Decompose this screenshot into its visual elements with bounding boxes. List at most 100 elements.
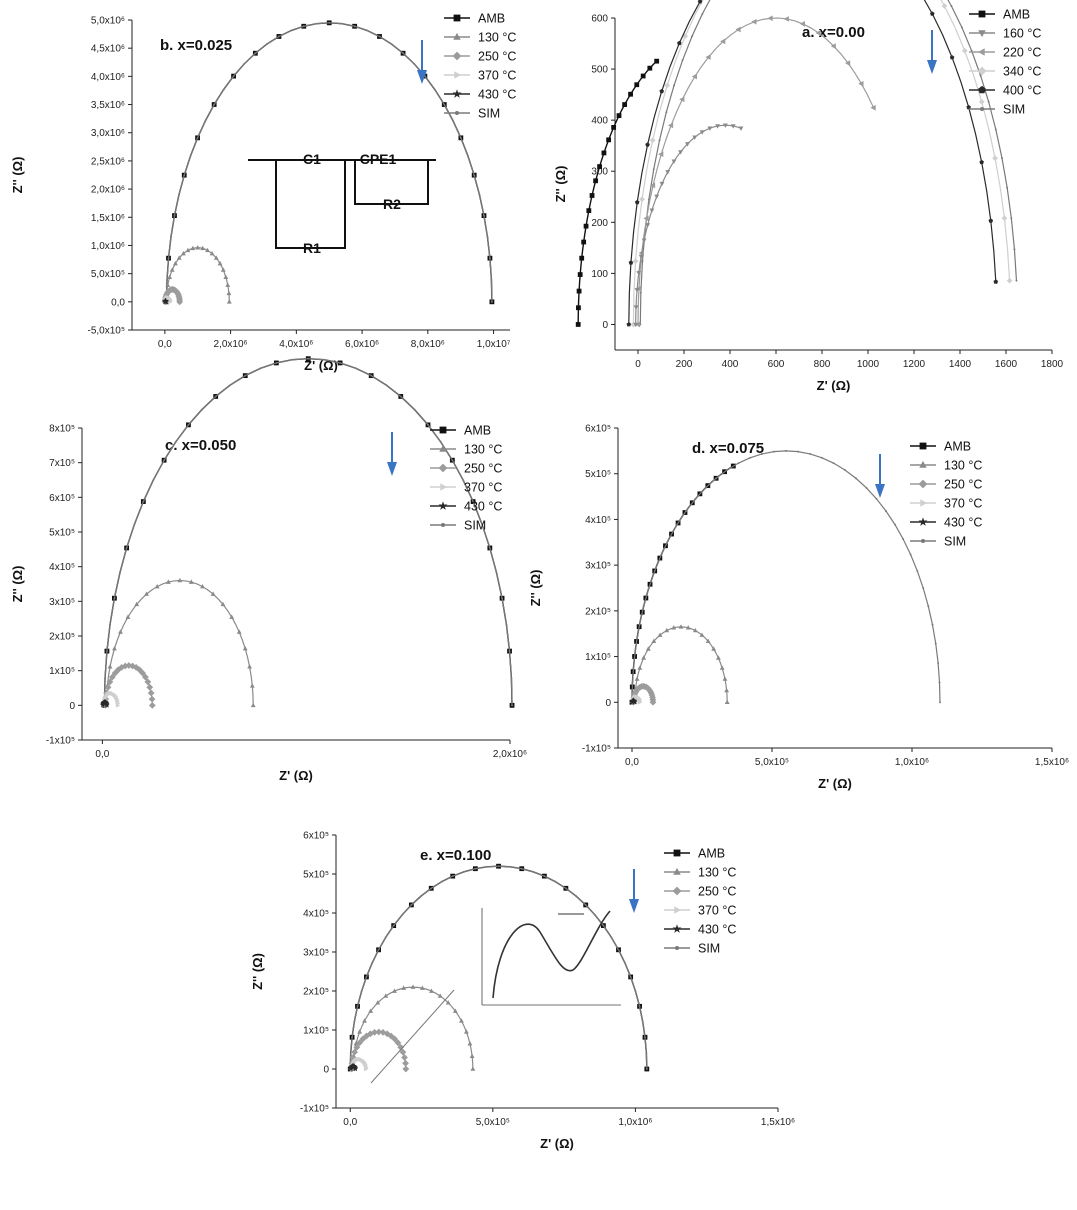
series-line [635, 124, 742, 325]
inset-curve [492, 910, 611, 999]
y-tick-label: 5,0x10⁵ [91, 269, 125, 280]
y-tick-label: 4,5x10⁶ [91, 44, 125, 55]
data-point [474, 867, 477, 870]
series-line [105, 579, 254, 706]
y-tick-label: -1x10⁵ [300, 1104, 329, 1115]
data-point [664, 627, 670, 633]
data-point [104, 677, 107, 680]
data-point [510, 677, 513, 680]
legend-entry: 160 °C [1003, 27, 1041, 41]
data-point [685, 142, 690, 147]
data-point [950, 5, 953, 7]
x-tick-label: 0,0 [625, 757, 639, 768]
data-point [667, 538, 670, 540]
series-sim [165, 21, 493, 303]
data-point [632, 258, 639, 264]
y-tick-label: 6x10⁵ [585, 424, 611, 435]
data-point [658, 139, 661, 142]
circuit-r1-label: R1 [303, 240, 321, 256]
y-tick-label: 200 [591, 218, 608, 229]
data-point [328, 21, 331, 24]
series-130-c [350, 984, 476, 1071]
data-point [254, 52, 257, 55]
data-point [581, 239, 587, 245]
data-point [399, 1048, 407, 1056]
data-point [645, 223, 651, 228]
data-point [243, 62, 246, 65]
legend-entry: 130 °C [698, 866, 736, 880]
data-point [593, 178, 599, 184]
data-point [511, 704, 513, 707]
data-point [105, 650, 108, 653]
data-point [351, 1048, 359, 1056]
legend-entry: 250 °C [478, 50, 516, 64]
data-point [634, 990, 637, 993]
data-point [187, 423, 190, 426]
series-sim [631, 449, 941, 704]
circuit-r1-branch [275, 160, 346, 249]
legend-marker [918, 479, 928, 489]
data-point [323, 358, 326, 361]
data-point [652, 168, 655, 171]
legend: AMB 130 °C 250 °C 370 °C 430 °C SIM [444, 12, 516, 121]
data-point [443, 103, 446, 106]
data-point [452, 1008, 458, 1013]
data-point [462, 870, 465, 873]
data-point [364, 1066, 369, 1072]
data-point [220, 267, 226, 272]
data-point [685, 625, 691, 630]
data-point [641, 1020, 644, 1023]
data-point [467, 1041, 473, 1046]
data-point [125, 546, 128, 549]
data-point [520, 867, 523, 870]
y-tick-label: 0 [69, 701, 75, 712]
data-point [830, 43, 836, 50]
data-point [357, 1029, 363, 1034]
data-point [214, 395, 217, 398]
legend-marker [454, 71, 462, 79]
legend-entry: SIM [1003, 103, 1025, 117]
data-point [232, 75, 235, 78]
y-tick-label: 3x10⁵ [49, 597, 75, 608]
y-tick-label: -1x10⁵ [582, 744, 611, 755]
data-point [679, 96, 685, 103]
data-point [636, 271, 642, 276]
data-point [142, 673, 149, 681]
data-point [576, 305, 581, 311]
legend-entry: SIM [698, 942, 720, 956]
y-axis-label: Z'' (Ω) [553, 166, 568, 203]
x-axis-label: Z' (Ω) [817, 378, 851, 393]
data-point [368, 1008, 374, 1013]
data-point [988, 218, 994, 223]
series-430-c [348, 1063, 359, 1072]
equivalent-circuit: C1 R1 CPE1 R2 [248, 151, 436, 256]
x-tick-label: 1,5x10⁶ [1035, 757, 1069, 768]
legend-entry: 370 °C [698, 904, 736, 918]
data-point [226, 290, 232, 296]
legend-marker [978, 85, 986, 94]
y-tick-label: 6x10⁵ [49, 493, 75, 504]
data-point [902, 538, 905, 540]
data-point [167, 274, 173, 280]
data-point [628, 91, 633, 97]
y-tick-label: -1x10⁵ [46, 736, 75, 747]
legend-marker [919, 442, 927, 450]
y-tick-label: 3x10⁵ [585, 561, 611, 572]
data-point [647, 65, 653, 71]
data-point [927, 605, 930, 608]
data-point [1010, 217, 1013, 220]
data-point [726, 469, 729, 471]
data-point [168, 299, 173, 305]
series-line [631, 450, 941, 703]
data-point [645, 142, 650, 147]
data-point [993, 279, 999, 284]
y-tick-label: 2x10⁵ [49, 632, 75, 643]
data-point [478, 194, 481, 197]
data-point [177, 194, 180, 197]
panel-title: d. x=0.075 [692, 440, 764, 457]
series-line [165, 22, 493, 302]
chart-panel-a: 0 200 400 600 800 1000 1200 1400 1600 1800 0 100 200… [540, 0, 1077, 400]
data-point [482, 214, 485, 217]
data-point [173, 214, 176, 217]
data-point [180, 250, 186, 256]
